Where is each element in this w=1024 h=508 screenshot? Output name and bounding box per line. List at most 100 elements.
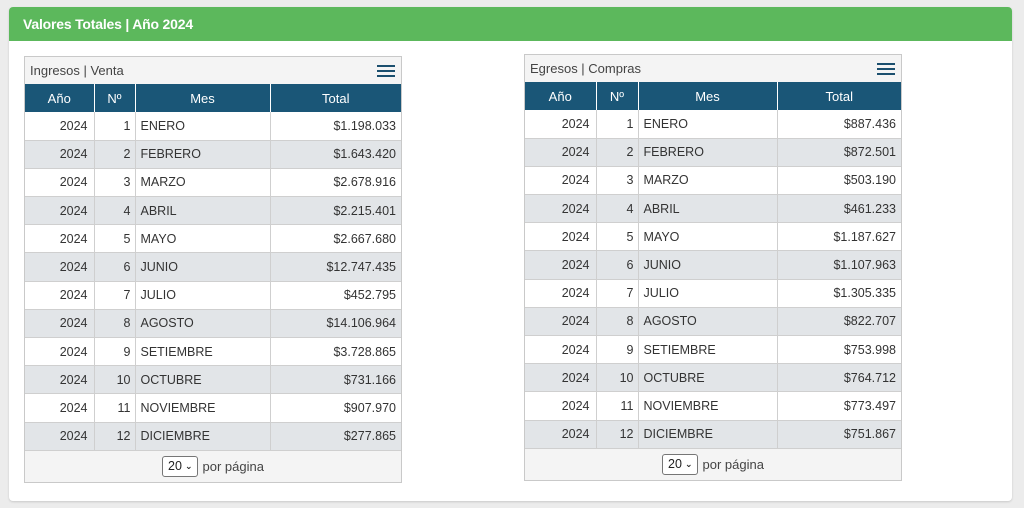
cell-year: 2024 — [25, 196, 95, 226]
cell-year: 2024 — [25, 337, 95, 367]
table-row[interactable]: 2024 12 DICIEMBRE $277.865 — [25, 422, 401, 451]
table-row[interactable]: 2024 3 MARZO $503.190 — [525, 166, 901, 196]
cell-total: $731.166 — [270, 365, 401, 395]
cell-year: 2024 — [25, 168, 95, 198]
cell-year: 2024 — [525, 222, 597, 252]
table-row[interactable]: 2024 10 OCTUBRE $731.166 — [25, 365, 401, 395]
column-header-month[interactable]: Mes — [638, 82, 778, 110]
table-row[interactable]: 2024 5 MAYO $2.667.680 — [25, 224, 401, 254]
cell-total: $461.233 — [777, 194, 901, 224]
cell-total: $12.747.435 — [270, 252, 401, 282]
table-row[interactable]: 2024 11 NOVIEMBRE $907.970 — [25, 393, 401, 423]
cell-month: ABRIL — [135, 196, 271, 226]
page-size-select[interactable]: 20 ⌄ — [662, 453, 698, 475]
table-row[interactable]: 2024 8 AGOSTO $822.707 — [525, 307, 901, 337]
column-header-number[interactable]: Nº — [596, 82, 639, 110]
cell-year: 2024 — [525, 391, 597, 421]
cell-total: $1.198.033 — [270, 112, 401, 141]
cell-number: 9 — [596, 335, 639, 365]
column-header-total[interactable]: Total — [777, 82, 901, 110]
cell-total: $1.107.963 — [777, 250, 901, 280]
cell-month: SETIEMBRE — [638, 335, 778, 365]
cell-year: 2024 — [525, 138, 597, 167]
cell-number: 5 — [94, 224, 136, 254]
cell-number: 5 — [596, 222, 639, 252]
table-row[interactable]: 2024 9 SETIEMBRE $3.728.865 — [25, 337, 401, 367]
cell-total: $751.867 — [777, 420, 901, 449]
cell-year: 2024 — [525, 307, 597, 337]
egresos-table: Año Nº Mes Total 2024 1 ENERO $887.436 2024 2… — [525, 82, 901, 449]
cell-month: NOVIEMBRE — [135, 393, 271, 423]
table-row[interactable]: 2024 2 FEBRERO $872.501 — [525, 138, 901, 167]
cell-month: OCTUBRE — [638, 363, 778, 393]
cell-month: FEBRERO — [135, 140, 271, 169]
cell-number: 6 — [596, 250, 639, 280]
cell-total: $2.215.401 — [270, 196, 401, 226]
table-row[interactable]: 2024 8 AGOSTO $14.106.964 — [25, 309, 401, 339]
cell-number: 12 — [94, 422, 136, 451]
page-size-value: 20 — [668, 457, 682, 472]
table-row[interactable]: 2024 6 JUNIO $12.747.435 — [25, 252, 401, 282]
column-header-number[interactable]: Nº — [94, 84, 136, 112]
cell-year: 2024 — [525, 420, 597, 449]
cell-number: 7 — [596, 279, 639, 308]
cell-month: ENERO — [135, 112, 271, 141]
cell-month: FEBRERO — [638, 138, 778, 167]
cell-number: 4 — [94, 196, 136, 226]
cell-total: $277.865 — [270, 422, 401, 451]
ingresos-grid-title: Ingresos | Venta — [30, 63, 124, 78]
cell-number: 4 — [596, 194, 639, 224]
cell-year: 2024 — [25, 112, 95, 141]
table-row[interactable]: 2024 12 DICIEMBRE $751.867 — [525, 420, 901, 449]
page-size-value: 20 — [168, 459, 182, 474]
table-row[interactable]: 2024 10 OCTUBRE $764.712 — [525, 363, 901, 393]
cell-year: 2024 — [25, 309, 95, 339]
table-row[interactable]: 2024 3 MARZO $2.678.916 — [25, 168, 401, 198]
cell-total: $3.728.865 — [270, 337, 401, 367]
table-row[interactable]: 2024 4 ABRIL $461.233 — [525, 194, 901, 224]
hamburger-menu-icon[interactable] — [377, 65, 395, 77]
egresos-grid-header: Egresos | Compras — [525, 55, 901, 82]
cell-month: MARZO — [135, 168, 271, 198]
cell-month: DICIEMBRE — [638, 420, 778, 449]
table-row[interactable]: 2024 1 ENERO $1.198.033 — [25, 112, 401, 141]
table-row[interactable]: 2024 6 JUNIO $1.107.963 — [525, 250, 901, 280]
column-header-total[interactable]: Total — [270, 84, 401, 112]
page-size-select[interactable]: 20 ⌄ — [162, 455, 198, 477]
cell-year: 2024 — [25, 422, 95, 451]
chevron-down-icon: ⌄ — [184, 460, 193, 471]
table-row[interactable]: 2024 9 SETIEMBRE $753.998 — [525, 335, 901, 365]
cell-year: 2024 — [25, 281, 95, 310]
cell-month: AGOSTO — [135, 309, 271, 339]
column-header-year[interactable]: Año — [525, 82, 597, 110]
cell-number: 8 — [94, 309, 136, 339]
table-row[interactable]: 2024 7 JULIO $452.795 — [25, 281, 401, 310]
column-header-year[interactable]: Año — [25, 84, 95, 112]
cell-year: 2024 — [525, 363, 597, 393]
cell-month: JULIO — [638, 279, 778, 308]
cell-total: $1.187.627 — [777, 222, 901, 252]
table-row[interactable]: 2024 11 NOVIEMBRE $773.497 — [525, 391, 901, 421]
egresos-pager: 20 ⌄ por página — [525, 448, 901, 480]
chevron-down-icon: ⌄ — [684, 458, 693, 469]
cell-number: 3 — [596, 166, 639, 196]
cell-number: 2 — [596, 138, 639, 167]
table-row[interactable]: 2024 1 ENERO $887.436 — [525, 110, 901, 139]
egresos-table-body: 2024 1 ENERO $887.436 2024 2 FEBRERO $872.501 20… — [525, 110, 901, 449]
cell-month: NOVIEMBRE — [638, 391, 778, 421]
table-row[interactable]: 2024 2 FEBRERO $1.643.420 — [25, 140, 401, 169]
table-row[interactable]: 2024 7 JULIO $1.305.335 — [525, 279, 901, 308]
ingresos-grid-header: Ingresos | Venta — [25, 57, 401, 84]
cell-number: 3 — [94, 168, 136, 198]
cell-total: $452.795 — [270, 281, 401, 310]
cell-total: $907.970 — [270, 393, 401, 423]
table-row[interactable]: 2024 4 ABRIL $2.215.401 — [25, 196, 401, 226]
panel-title: Valores Totales | Año 2024 — [9, 7, 1012, 41]
table-row[interactable]: 2024 5 MAYO $1.187.627 — [525, 222, 901, 252]
hamburger-menu-icon[interactable] — [877, 63, 895, 75]
column-header-month[interactable]: Mes — [135, 84, 271, 112]
cell-year: 2024 — [25, 224, 95, 254]
page-size-label: por página — [202, 458, 264, 474]
cell-total: $1.305.335 — [777, 279, 901, 308]
cell-total: $872.501 — [777, 138, 901, 167]
